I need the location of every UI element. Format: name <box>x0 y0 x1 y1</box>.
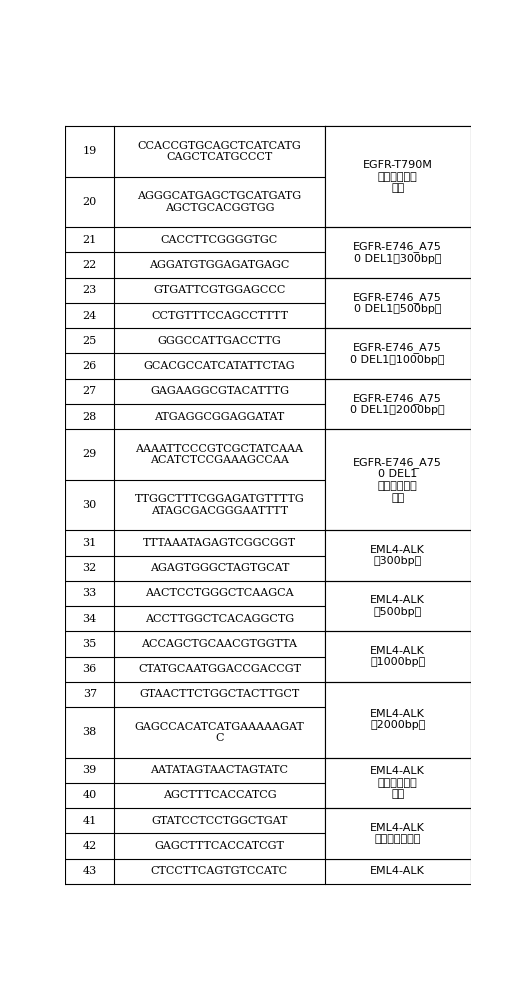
Text: AGGGCATGAGCTGCATGATG
AGCTGCACGGTGG: AGGGCATGAGCTGCATGATG AGCTGCACGGTGG <box>138 191 301 213</box>
Text: CCACCGTGCAGCTCATCATG
CAGCTCATGCCCT: CCACCGTGCAGCTCATCATG CAGCTCATGCCCT <box>138 141 301 162</box>
Bar <box>325 758 471 808</box>
Text: 33: 33 <box>83 588 97 598</box>
Bar <box>325 328 471 379</box>
Text: 24: 24 <box>83 311 97 321</box>
Text: 42: 42 <box>83 841 97 851</box>
Text: 36: 36 <box>83 664 97 674</box>
Text: TTTAAATAGAGTCGGCGGT: TTTAAATAGAGTCGGCGGT <box>143 538 296 548</box>
Text: EML4-ALK: EML4-ALK <box>370 866 425 876</box>
Bar <box>325 631 471 682</box>
Text: 26: 26 <box>83 361 97 371</box>
Text: EML4-ALK
（500bp）: EML4-ALK （500bp） <box>370 595 425 617</box>
Text: CTATGCAATGGACCGACCGT: CTATGCAATGGACCGACCGT <box>138 664 301 674</box>
Text: 34: 34 <box>83 614 97 624</box>
Text: 32: 32 <box>83 563 97 573</box>
Bar <box>325 808 471 859</box>
Bar <box>325 379 471 429</box>
Text: 30: 30 <box>83 500 97 510</box>
Bar <box>325 530 471 581</box>
Bar <box>325 429 471 530</box>
Text: 43: 43 <box>83 866 97 876</box>
Text: AAAATTCCCGTCGCTATCAAA
ACATCTCCGAAAGCCAA: AAAATTCCCGTCGCTATCAAA ACATCTCCGAAAGCCAA <box>135 444 303 465</box>
Text: 19: 19 <box>83 146 97 156</box>
Text: EGFR-E746_A75
0 DEL1（300bp）: EGFR-E746_A75 0 DEL1（300bp） <box>354 241 442 264</box>
Text: GGGCCATTGACCTTG: GGGCCATTGACCTTG <box>157 336 281 346</box>
Text: EGFR-E746_A75
0 DEL1（1000bp）: EGFR-E746_A75 0 DEL1（1000bp） <box>350 342 445 365</box>
Text: EML4-ALK
（总定量引物）: EML4-ALK （总定量引物） <box>370 823 425 844</box>
Text: AGAGTGGGCTAGTGCAT: AGAGTGGGCTAGTGCAT <box>150 563 289 573</box>
Text: 35: 35 <box>83 639 97 649</box>
Text: GTAACTTCTGGCTACTTGCT: GTAACTTCTGGCTACTTGCT <box>139 689 300 699</box>
Text: 28: 28 <box>83 412 97 422</box>
Text: 29: 29 <box>83 449 97 459</box>
Text: EML4-ALK
（300bp）: EML4-ALK （300bp） <box>370 545 425 566</box>
Text: GTGATTCGTGGAGCCC: GTGATTCGTGGAGCCC <box>153 285 286 295</box>
Text: TTGGCTTTCGGAGATGTTTTG
ATAGCGACGGGAATTTT: TTGGCTTTCGGAGATGTTTTG ATAGCGACGGGAATTTT <box>134 494 304 516</box>
Text: 27: 27 <box>83 386 97 396</box>
Text: 21: 21 <box>83 235 97 245</box>
Text: GAGCTTTCACCATCGT: GAGCTTTCACCATCGT <box>154 841 285 851</box>
Text: GAGAAGGCGTACATTTG: GAGAAGGCGTACATTTG <box>150 386 289 396</box>
Bar <box>325 278 471 328</box>
Text: EGFR-E746_A75
0 DEL1（500bp）: EGFR-E746_A75 0 DEL1（500bp） <box>354 292 442 314</box>
Bar <box>325 126 471 227</box>
Text: 40: 40 <box>83 790 97 800</box>
Text: CTCCTTCAGTGTCCATC: CTCCTTCAGTGTCCATC <box>151 866 288 876</box>
Text: CCTGTTTCCAGCCTTTT: CCTGTTTCCAGCCTTTT <box>151 311 288 321</box>
Bar <box>325 682 471 758</box>
Text: 37: 37 <box>83 689 97 699</box>
Text: EGFR-T790M
（定点突变引
物）: EGFR-T790M （定点突变引 物） <box>363 160 433 193</box>
Text: EML4-ALK
（2000bp）: EML4-ALK （2000bp） <box>370 709 425 730</box>
Bar <box>325 227 471 278</box>
Text: 38: 38 <box>83 727 97 737</box>
Text: 22: 22 <box>83 260 97 270</box>
Text: EGFR-E746_A75
0 DEL1
（定点突变引
物）: EGFR-E746_A75 0 DEL1 （定点突变引 物） <box>354 457 442 503</box>
Text: GAGCCACATCATGAAAAAGAT
C: GAGCCACATCATGAAAAAGAT C <box>134 722 304 743</box>
Text: AGCTTTCACCATCG: AGCTTTCACCATCG <box>163 790 276 800</box>
Text: 31: 31 <box>83 538 97 548</box>
Text: ACCAGCTGCAACGTGGTTA: ACCAGCTGCAACGTGGTTA <box>141 639 298 649</box>
Text: AATATAGTAACTAGTATC: AATATAGTAACTAGTATC <box>151 765 288 775</box>
Text: ACCTTGGCTCACAGGCTG: ACCTTGGCTCACAGGCTG <box>145 614 294 624</box>
Text: GTATCCTCCTGGCTGAT: GTATCCTCCTGGCTGAT <box>151 816 288 826</box>
Bar <box>325 581 471 631</box>
Text: AGGATGTGGAGATGAGC: AGGATGTGGAGATGAGC <box>149 260 290 270</box>
Text: EML4-ALK
（突变定量引
物）: EML4-ALK （突变定量引 物） <box>370 766 425 799</box>
Text: EML4-ALK
（1000bp）: EML4-ALK （1000bp） <box>370 646 425 667</box>
Text: 25: 25 <box>83 336 97 346</box>
Text: 39: 39 <box>83 765 97 775</box>
Text: CACCTTCGGGGTGC: CACCTTCGGGGTGC <box>161 235 278 245</box>
Text: 41: 41 <box>83 816 97 826</box>
Text: ATGAGGCGGAGGATAT: ATGAGGCGGAGGATAT <box>154 412 285 422</box>
Text: AACTCCTGGGCTCAAGCA: AACTCCTGGGCTCAAGCA <box>145 588 294 598</box>
Text: EGFR-E746_A75
0 DEL1（2000bp）: EGFR-E746_A75 0 DEL1（2000bp） <box>350 393 445 415</box>
Text: GCACGCCATCATATTCTAG: GCACGCCATCATATTCTAG <box>144 361 295 371</box>
Text: 23: 23 <box>83 285 97 295</box>
Text: 20: 20 <box>83 197 97 207</box>
